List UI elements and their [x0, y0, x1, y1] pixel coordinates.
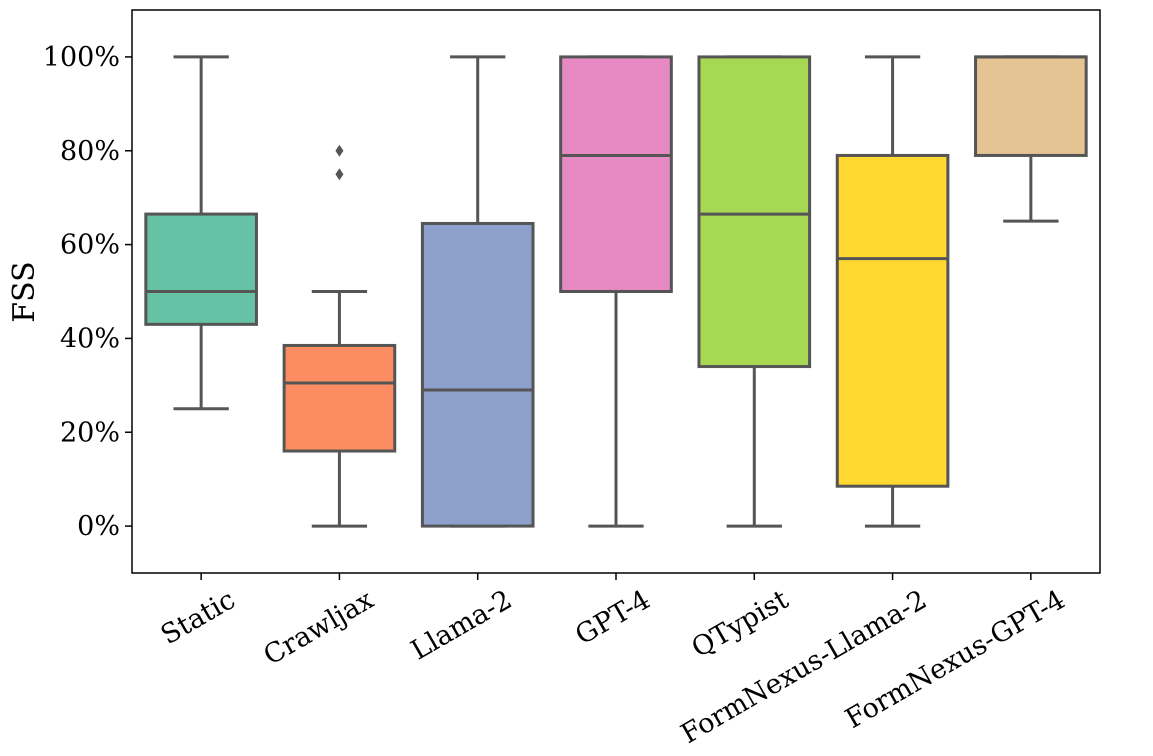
y-axis-label: FSS [7, 261, 42, 322]
box [144, 212, 258, 326]
box-group [282, 144, 397, 528]
x-tick-label: GPT-4 [570, 584, 655, 651]
outlier-point [335, 144, 344, 157]
x-tick-label: FormNexus-GPT-4 [840, 584, 1070, 735]
box-group [144, 55, 258, 411]
x-tick-label: Crawljax [259, 584, 379, 671]
y-tick-label: 20% [60, 417, 120, 448]
box-group [559, 55, 673, 528]
outlier-point [335, 168, 344, 181]
box [697, 55, 812, 369]
x-tick-label: FormNexus-Llama-2 [676, 584, 932, 750]
y-axis: 0% 20% 40% 60% 80% 100% [43, 42, 132, 542]
box-group [420, 55, 535, 528]
box-group [835, 55, 950, 528]
y-tick-label: 80% [60, 136, 120, 167]
box [835, 153, 950, 488]
y-tick-label: 100% [43, 42, 120, 73]
box [420, 221, 535, 528]
box [282, 343, 397, 453]
x-tick-label: Static [156, 584, 241, 651]
x-tick-label: QTypist [686, 584, 793, 664]
x-axis: Static Crawljax Llama-2 GPT-4 QTypistFormNex… [156, 573, 1070, 750]
x-tick-label: Llama-2 [406, 584, 517, 666]
box [559, 55, 673, 293]
box-group [974, 55, 1088, 223]
y-tick-label: 0% [77, 511, 120, 542]
box-group [697, 55, 812, 528]
boxes-layer [144, 55, 1088, 528]
y-tick-label: 40% [60, 323, 120, 354]
box [974, 55, 1088, 157]
y-tick-label: 60% [60, 230, 120, 261]
